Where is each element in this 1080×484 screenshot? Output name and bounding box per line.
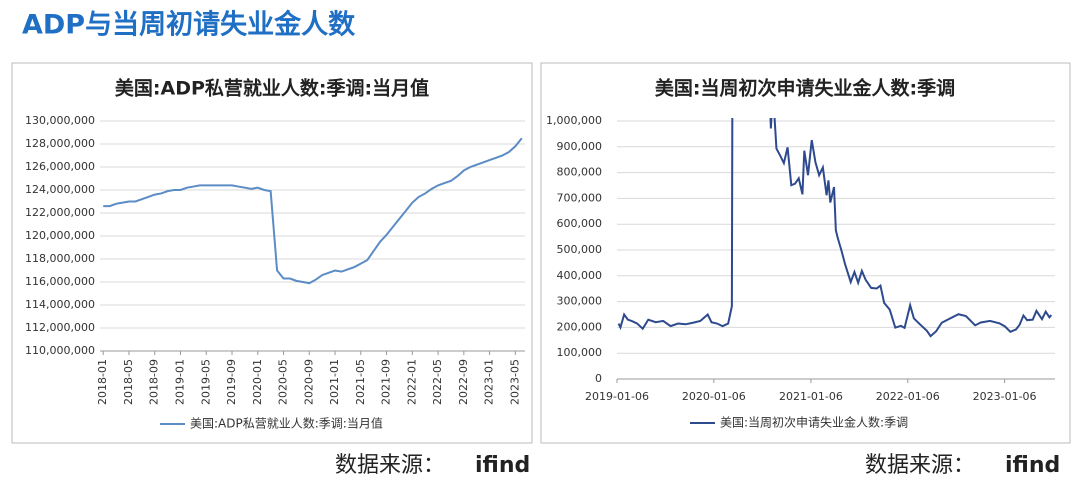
legend-label: 美国:当周初次申请失业金人数:季调 xyxy=(720,415,908,430)
source-label: 数据来源： xyxy=(335,453,445,478)
x-tick-label: 2018-09 xyxy=(148,359,161,405)
x-tick-label: 2022-05 xyxy=(431,359,444,405)
y-tick-label: 124,000,000 xyxy=(25,183,95,196)
y-tick-label: 800,000 xyxy=(557,166,603,179)
x-tick-label: 2020-01 xyxy=(251,359,264,405)
source-value: ifind xyxy=(1005,453,1060,478)
x-tick-label: 2021-09 xyxy=(380,359,393,405)
y-tick-label: 900,000 xyxy=(557,140,603,153)
series-line xyxy=(617,118,1053,338)
panel xyxy=(11,62,533,444)
source-label: 数据来源： xyxy=(865,453,975,478)
x-tick-label: 2019-01 xyxy=(173,359,186,405)
x-tick-label: 2022-01 xyxy=(405,359,418,405)
x-tick-label: 2020-01-06 xyxy=(682,390,746,403)
panel xyxy=(540,62,1071,444)
x-tick-label: 2020-09 xyxy=(302,359,315,405)
y-tick-label: 110,000,000 xyxy=(25,344,95,357)
y-tick-label: 100,000 xyxy=(557,346,603,359)
chart-title: 美国:当周初次申请失业金人数:季调 xyxy=(655,77,955,100)
y-tick-label: 112,000,000 xyxy=(25,321,95,334)
y-tick-label: 0 xyxy=(595,372,602,385)
y-tick-label: 200,000 xyxy=(557,320,603,333)
y-tick-label: 500,000 xyxy=(557,243,603,256)
x-tick-label: 2018-01 xyxy=(96,359,109,405)
series-line xyxy=(103,137,523,285)
x-tick-label: 2022-09 xyxy=(457,359,470,405)
source: 数据来源： ifind 数据来源： ifind xyxy=(335,453,1060,478)
y-tick-label: 126,000,000 xyxy=(25,160,95,173)
y-tick-label: 122,000,000 xyxy=(25,206,95,219)
x-tick-label: 2023-01-06 xyxy=(973,390,1037,403)
y-tick-label: 114,000,000 xyxy=(25,298,95,311)
x-tick-label: 2023-01 xyxy=(483,359,496,405)
x-tick-label: 2020-05 xyxy=(277,359,290,405)
x-tick-label: 2021-05 xyxy=(354,359,367,405)
chart-title: 美国:ADP私营就业人数:季调:当月值 xyxy=(115,77,429,100)
x-tick-label: 2019-01-06 xyxy=(585,390,649,403)
x-tick-label: 2018-05 xyxy=(122,359,135,405)
y-tick-label: 400,000 xyxy=(557,269,603,282)
y-tick-label: 120,000,000 xyxy=(25,229,95,242)
slide-title: ADP与当周初请失业金人数 xyxy=(22,9,356,41)
y-tick-label: 130,000,000 xyxy=(25,114,95,127)
x-tick-label: 2021-01-06 xyxy=(779,390,843,403)
x-tick-label: 2021-01 xyxy=(328,359,341,405)
y-tick-label: 128,000,000 xyxy=(25,137,95,150)
y-tick-label: 116,000,000 xyxy=(25,275,95,288)
y-tick-label: 700,000 xyxy=(557,191,603,204)
y-tick-label: 118,000,000 xyxy=(25,252,95,265)
y-tick-label: 600,000 xyxy=(557,217,603,230)
source-value: ifind xyxy=(475,453,530,478)
x-tick-label: 2022-01-06 xyxy=(876,390,940,403)
x-tick-label: 2019-09 xyxy=(225,359,238,405)
x-tick-label: 2019-05 xyxy=(199,359,212,405)
y-tick-label: 300,000 xyxy=(557,295,603,308)
legend-label: 美国:ADP私营就业人数:季调:当月值 xyxy=(190,416,383,431)
y-tick-label: 1,000,000 xyxy=(546,114,602,127)
x-tick-label: 2023-05 xyxy=(508,359,521,405)
